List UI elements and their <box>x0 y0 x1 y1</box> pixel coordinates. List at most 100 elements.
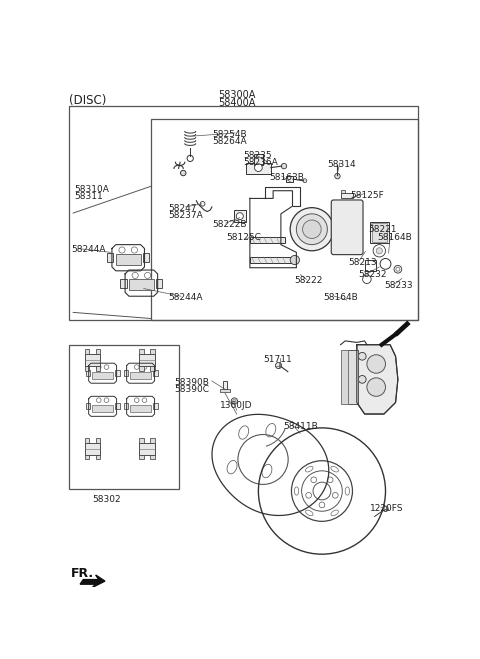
Bar <box>85 366 89 371</box>
Bar <box>220 389 230 393</box>
Bar <box>250 237 285 243</box>
Circle shape <box>290 208 334 251</box>
Bar <box>92 372 113 380</box>
Bar <box>365 260 376 271</box>
Bar <box>115 370 120 376</box>
Text: 58222: 58222 <box>294 276 323 285</box>
Text: 58302: 58302 <box>92 495 121 504</box>
Polygon shape <box>80 575 105 587</box>
Bar <box>234 210 246 222</box>
Bar <box>96 366 100 371</box>
Circle shape <box>187 156 193 161</box>
Circle shape <box>142 364 147 370</box>
Circle shape <box>96 364 101 370</box>
Text: 58125F: 58125F <box>350 190 384 200</box>
Bar <box>150 455 155 459</box>
Circle shape <box>396 268 400 272</box>
Bar <box>139 354 155 366</box>
Bar <box>129 279 154 290</box>
Text: 58244A: 58244A <box>168 293 203 302</box>
Bar <box>92 405 113 413</box>
Circle shape <box>335 173 340 179</box>
Circle shape <box>367 378 385 396</box>
Text: 58400A: 58400A <box>218 98 255 107</box>
Bar <box>85 370 90 376</box>
Bar <box>223 381 228 389</box>
Bar <box>85 455 89 459</box>
FancyBboxPatch shape <box>331 200 363 254</box>
Bar <box>340 350 348 404</box>
Text: 58264A: 58264A <box>212 137 247 146</box>
Text: 51711: 51711 <box>263 355 292 364</box>
Bar <box>123 370 128 376</box>
Bar <box>139 366 144 371</box>
Bar <box>130 372 152 380</box>
Circle shape <box>290 256 300 265</box>
Bar <box>139 443 155 455</box>
Bar <box>139 438 144 443</box>
Text: 58390B: 58390B <box>175 378 210 387</box>
Bar <box>130 405 152 413</box>
Bar <box>143 253 149 262</box>
Bar <box>150 438 155 443</box>
Circle shape <box>142 398 147 403</box>
Circle shape <box>134 398 139 403</box>
Circle shape <box>394 266 402 273</box>
Circle shape <box>132 272 138 279</box>
Bar <box>116 254 141 265</box>
Bar <box>150 366 155 371</box>
Text: 58311: 58311 <box>74 192 103 201</box>
Circle shape <box>359 353 366 360</box>
Bar <box>153 370 157 376</box>
Bar <box>85 349 89 354</box>
Text: 58164B: 58164B <box>378 233 412 242</box>
Text: 58233: 58233 <box>384 281 413 290</box>
Bar <box>96 455 100 459</box>
Bar <box>372 223 387 242</box>
Circle shape <box>383 506 388 511</box>
Text: 1220FS: 1220FS <box>370 504 404 513</box>
Bar <box>250 257 292 263</box>
Circle shape <box>104 364 109 370</box>
Text: 58244A: 58244A <box>71 245 105 254</box>
Text: 58125C: 58125C <box>226 233 261 242</box>
Text: 58235: 58235 <box>243 152 272 160</box>
Circle shape <box>231 398 238 404</box>
Bar <box>153 403 157 409</box>
Text: 58232: 58232 <box>359 270 387 279</box>
Circle shape <box>236 213 243 219</box>
Circle shape <box>132 247 137 253</box>
Bar <box>107 253 113 262</box>
Text: 58236A: 58236A <box>243 158 277 167</box>
Bar <box>139 455 144 459</box>
Circle shape <box>233 399 236 403</box>
Bar <box>96 349 100 354</box>
Text: 58237A: 58237A <box>168 211 203 219</box>
Circle shape <box>281 163 287 169</box>
Text: 58247: 58247 <box>168 204 197 213</box>
Circle shape <box>96 398 101 403</box>
Polygon shape <box>357 345 398 414</box>
Circle shape <box>104 398 109 403</box>
Text: 58163B: 58163B <box>269 173 304 182</box>
Circle shape <box>296 214 327 244</box>
Text: 58310A: 58310A <box>74 185 109 194</box>
Bar <box>96 438 100 443</box>
Circle shape <box>180 170 186 176</box>
Bar <box>69 106 418 320</box>
Circle shape <box>134 364 139 370</box>
Bar <box>246 163 271 174</box>
Bar <box>85 403 90 409</box>
Bar <box>370 221 389 243</box>
Text: 1360JD: 1360JD <box>220 401 252 410</box>
Bar <box>340 193 353 198</box>
Bar <box>152 119 418 320</box>
Bar <box>123 403 128 409</box>
Text: FR.: FR. <box>71 567 94 581</box>
Circle shape <box>144 272 151 279</box>
Circle shape <box>359 376 366 384</box>
Bar <box>85 443 100 455</box>
Text: 58213: 58213 <box>348 258 377 267</box>
Bar <box>69 345 180 490</box>
Circle shape <box>254 164 262 171</box>
